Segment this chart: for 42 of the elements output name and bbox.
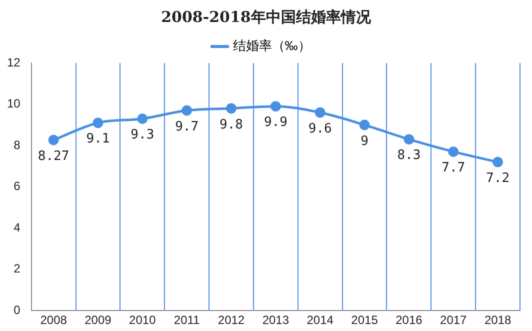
- point: [404, 134, 414, 145]
- x-tick-label: 2015: [351, 313, 378, 328]
- y-tick-label: 2: [14, 262, 21, 276]
- data-label: 9.3: [130, 128, 154, 143]
- point: [270, 101, 281, 112]
- y-tick-label: 12: [6, 55, 21, 70]
- point: [182, 105, 192, 116]
- point: [92, 118, 104, 128]
- data-label: 9.1: [86, 132, 110, 147]
- point: [314, 107, 326, 118]
- x-tick-label: 2017: [440, 313, 468, 328]
- data-label: 7.7: [442, 160, 466, 176]
- data-label: 9: [360, 134, 368, 149]
- y-tick-label: 10: [6, 96, 21, 111]
- y-tick-label: 0: [14, 302, 21, 317]
- y-tick-label: 6: [14, 179, 21, 194]
- x-tick-label: 2011: [174, 313, 200, 328]
- data-label: 8.3: [397, 148, 421, 164]
- data-label: 9.8: [220, 117, 243, 132]
- x-tick-label: 2013: [262, 313, 290, 328]
- data-label: 9.6: [308, 121, 332, 136]
- chart-title: 2008-2018年中国结婚率情况: [160, 7, 372, 28]
- point: [48, 134, 59, 146]
- x-tick-label: 2016: [396, 313, 423, 328]
- point: [137, 113, 148, 124]
- data-label: 9.9: [264, 115, 288, 130]
- y-tick-label: 4: [14, 220, 21, 234]
- x-tick-label: 2018: [484, 313, 512, 328]
- point: [492, 156, 504, 168]
- x-tick-label: 2010: [129, 313, 156, 328]
- x-tick-label: 2012: [218, 313, 245, 328]
- data-label: 9.7: [175, 119, 199, 134]
- x-tick-label: 2014: [306, 313, 334, 328]
- y-tick-label: 8: [14, 138, 21, 152]
- x-tick-label: 2009: [84, 313, 112, 328]
- legend-label: 结婚率（‰）: [232, 38, 311, 54]
- point: [359, 120, 370, 130]
- x-tick-label: 2008: [40, 313, 68, 328]
- point: [226, 103, 236, 114]
- point: [448, 146, 459, 157]
- data-label: 7.2: [486, 170, 510, 186]
- data-label: 8.27: [38, 148, 70, 164]
